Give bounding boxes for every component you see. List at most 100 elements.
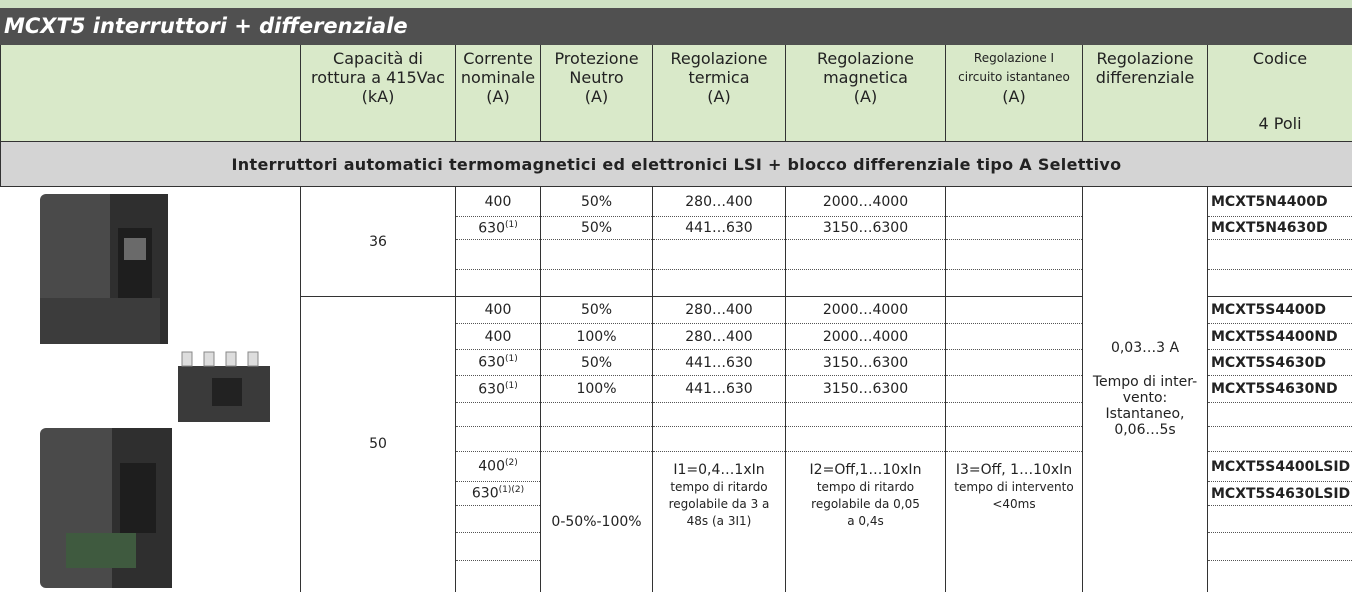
code: MCXT5S4630D: [1207, 349, 1352, 376]
code: [1207, 239, 1352, 270]
body-row: 630(1) 50% 441…630 3150…6300 MCXT5N4630D: [1, 216, 1352, 240]
code: MCXT5S4400D: [1207, 296, 1352, 324]
title: MCXT5 interruttori + differenziale: [0, 8, 1352, 45]
differential-line: vento:: [1122, 390, 1168, 407]
thermal: [652, 239, 786, 270]
lsi-line: tempo di ritardo: [670, 480, 768, 494]
current-cell: [455, 239, 541, 270]
current-cell: 400: [455, 296, 541, 324]
code: MCXT5S4400LSID: [1207, 451, 1352, 482]
current-cell: 400: [455, 323, 541, 350]
protection: [540, 269, 653, 297]
body-row: [1, 505, 1352, 533]
header-line: (A): [707, 87, 731, 106]
thermal: [652, 426, 786, 452]
header-row: Capacità di rottura a 415Vac (kA) Corrente n…: [0, 45, 1352, 142]
header-line: rottura a 415Vac: [311, 68, 445, 87]
header-line: Regolazione I: [973, 51, 1055, 65]
differential: 0,03…3 A Tempo di inter-vento: Istantaneo,…: [1082, 186, 1208, 592]
current-note: (1)(2): [498, 485, 525, 496]
instant: [945, 216, 1083, 240]
differential-line: Tempo di inter-: [1092, 374, 1198, 391]
header-line: Regolazione: [816, 49, 915, 68]
header-line: (A): [584, 87, 609, 106]
thermal: 280…400: [652, 323, 786, 350]
current-cell: 630(1): [455, 349, 541, 376]
protection: [540, 239, 653, 270]
differential-line: Istantaneo,: [1105, 406, 1185, 423]
instant: [945, 323, 1083, 350]
code: [1207, 426, 1352, 452]
instant: [945, 239, 1083, 270]
header-cell: Corrente nominale (A): [455, 45, 541, 142]
magnetic: [785, 402, 946, 427]
protection: [540, 402, 653, 427]
code: [1207, 505, 1352, 533]
instant: [945, 186, 1083, 217]
header-line: Capacità di: [333, 49, 423, 68]
header-line: Codice: [1252, 49, 1308, 68]
magnetic: 3150…6300: [785, 349, 946, 376]
code: [1207, 532, 1352, 561]
header-stack: Codice 4 Poli: [1209, 49, 1352, 133]
body-row: [1, 402, 1352, 427]
lsi-magnetica: I2=Off,1…10xIn tempo di ritardo regolabile…: [785, 451, 946, 592]
body-row: [1, 560, 1352, 592]
header-cell: Protezione Neutro (A): [540, 45, 653, 142]
lsi-line: regolabile da 0,05: [811, 497, 920, 511]
header-line: Neutro: [569, 68, 624, 87]
body-row: [1, 426, 1352, 452]
top-strip: [0, 0, 1352, 8]
thermal: [652, 402, 786, 427]
current-cell: [455, 402, 541, 427]
magnetic: 2000…4000: [785, 323, 946, 350]
lsi-line: <40ms: [992, 497, 1036, 511]
current-cell: 400: [455, 186, 541, 217]
body-row: 400 100% 280…400 2000…4000 MCXT5S4400ND: [1, 323, 1352, 350]
differential-block: [178, 351, 270, 422]
thermal: 280…400: [652, 296, 786, 324]
body-row: [1, 269, 1352, 297]
protection: 100%: [540, 375, 653, 403]
code: [1207, 269, 1352, 297]
lsi-line: a 0,4s: [847, 514, 884, 528]
magnetic: [785, 426, 946, 452]
current-cell: [455, 560, 541, 592]
current-cell: 630(1)(2): [455, 481, 541, 506]
header-cell: Regolazione magnetica (A): [785, 45, 946, 142]
lsi-protezione: 0-50%-100%: [540, 451, 653, 592]
current-cell: 630(1): [455, 216, 541, 240]
current-note: (2): [504, 458, 518, 469]
header-line: Regolazione: [670, 49, 768, 68]
thermal: 441…630: [652, 349, 786, 376]
capacity: 50: [300, 296, 456, 592]
instant: [945, 402, 1083, 427]
code: [1207, 402, 1352, 427]
breaker-bottom: [40, 428, 172, 588]
header-line: magnetica: [823, 68, 908, 87]
thermal: 280…400: [652, 186, 786, 217]
lsi-line: I3=Off, 1…10xIn: [955, 462, 1073, 478]
header-line: differenziale: [1095, 68, 1195, 87]
magnetic: [785, 239, 946, 270]
header-line: Protezione: [554, 49, 639, 68]
lsi-termica: I1=0,4…1xIn tempo di ritardo regolabile da…: [652, 451, 786, 592]
header-line: (A): [1002, 87, 1026, 106]
instant: [945, 296, 1083, 324]
current: 630: [478, 381, 505, 398]
header-line: 4 Poli: [1258, 114, 1302, 133]
magnetic: 3150…6300: [785, 375, 946, 403]
section-title: Interruttori automatici termomagnetici e…: [0, 141, 1352, 187]
current: 630: [478, 354, 505, 371]
magnetic: [785, 269, 946, 297]
current-note: (1): [504, 219, 518, 230]
current-cell: [455, 505, 541, 533]
header-cell: Regolazione I circuito istantaneo (A): [945, 45, 1083, 142]
current: 630: [478, 220, 505, 237]
instant: [945, 426, 1083, 452]
thermal: 441…630: [652, 216, 786, 240]
header-line: Corrente: [463, 49, 533, 68]
magnetic: 2000…4000: [785, 296, 946, 324]
protection: 50%: [540, 186, 653, 217]
